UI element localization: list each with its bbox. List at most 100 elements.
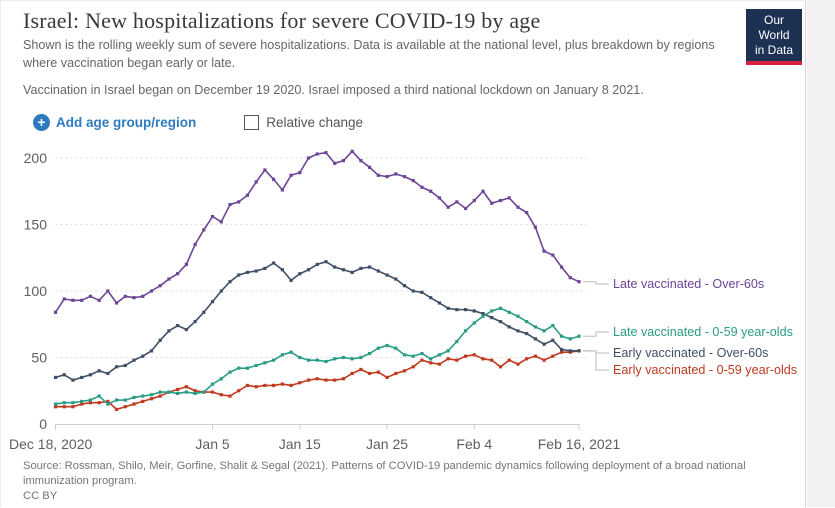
data-point <box>306 268 311 272</box>
data-point <box>429 357 433 361</box>
license-text: CC BY <box>23 490 58 502</box>
data-point <box>62 297 66 301</box>
data-point <box>106 402 110 406</box>
data-point <box>525 357 529 361</box>
data-point <box>446 205 450 209</box>
data-point <box>368 265 372 269</box>
data-point <box>289 350 293 354</box>
data-point <box>228 394 232 398</box>
data-point <box>559 350 564 354</box>
y-gridlines: 0 50 100 150 200 <box>24 150 587 432</box>
data-point <box>298 381 302 385</box>
data-point <box>202 310 206 314</box>
data-point <box>577 334 581 338</box>
data-point <box>315 262 319 266</box>
series-line-2[interactable] <box>53 260 581 382</box>
data-point <box>341 159 346 163</box>
data-point <box>368 165 372 169</box>
data-point <box>254 269 258 273</box>
data-point <box>272 358 276 362</box>
data-point <box>88 398 92 402</box>
data-point <box>368 351 372 356</box>
plus-icon: + <box>33 113 50 131</box>
data-point <box>533 325 537 329</box>
data-point <box>463 354 468 358</box>
y-tick-label: 200 <box>24 150 48 166</box>
data-point <box>446 357 450 361</box>
data-point <box>411 289 415 293</box>
data-point <box>132 358 136 362</box>
data-point <box>193 389 197 393</box>
data-point <box>80 399 84 403</box>
x-tick-label: Jan 5 <box>195 436 229 452</box>
data-point <box>568 349 572 353</box>
data-point <box>463 329 468 333</box>
data-point <box>141 294 145 298</box>
data-point <box>62 373 66 377</box>
data-point <box>202 228 206 232</box>
data-point <box>333 265 337 269</box>
relative-change-checkbox[interactable] <box>244 114 260 130</box>
data-point <box>210 214 215 219</box>
data-point <box>184 385 188 389</box>
data-point <box>507 196 511 200</box>
series-line-3[interactable] <box>53 349 581 411</box>
line-chart[interactable]: 0 50 100 150 200 Dec 18, 2020 Jan 5 Jan 15 Jan 2… <box>1 1 807 508</box>
legend-early-vaccinated-0-59[interactable]: Early vaccinated - 0-59 year-olds <box>613 363 798 377</box>
data-point <box>542 249 546 253</box>
data-point <box>245 193 250 197</box>
data-point <box>559 334 564 338</box>
data-point <box>542 342 546 346</box>
data-point <box>429 189 433 193</box>
data-point <box>533 354 537 358</box>
data-point <box>254 363 258 368</box>
data-point <box>158 338 162 342</box>
owid-logo[interactable]: Our World in Data <box>746 9 802 65</box>
data-point <box>149 397 154 401</box>
relative-change-toggle[interactable]: Relative change <box>244 114 363 130</box>
data-point <box>132 395 136 399</box>
add-age-group-button[interactable]: + Add age group/region <box>33 113 196 131</box>
y-tick-label: 150 <box>24 217 48 233</box>
data-point <box>280 353 284 357</box>
data-point <box>228 202 232 207</box>
data-point <box>385 343 389 348</box>
data-point <box>306 378 311 382</box>
legend-early-vaccinated-over-60s[interactable]: Early vaccinated - Over-60s <box>613 346 769 360</box>
data-point <box>525 319 529 324</box>
data-point <box>210 300 215 304</box>
data-point <box>394 371 398 376</box>
data-point <box>463 308 468 312</box>
data-point <box>359 355 363 360</box>
legend-late-vaccinated-0-59[interactable]: Late vaccinated - 0-59 year-olds <box>613 325 793 339</box>
data-point <box>533 225 537 229</box>
data-point <box>97 394 101 398</box>
series-line-0[interactable] <box>53 149 581 314</box>
x-tick-label: Feb 4 <box>456 436 492 452</box>
series-line-1[interactable] <box>53 306 581 406</box>
legend-late-vaccinated-over-60s[interactable]: Late vaccinated - Over-60s <box>613 277 765 291</box>
data-point <box>141 399 145 403</box>
data-point <box>490 358 494 362</box>
data-point <box>289 383 293 388</box>
data-point <box>106 399 110 403</box>
page-title: Israel: New hospitalizations for severe … <box>23 8 541 33</box>
data-point <box>158 390 162 394</box>
data-point <box>507 310 511 314</box>
data-point <box>62 401 66 405</box>
data-point <box>341 377 346 381</box>
x-tick-label: Jan 15 <box>279 436 321 452</box>
data-point <box>333 378 337 382</box>
data-point <box>254 180 258 184</box>
data-point <box>472 353 476 357</box>
data-point <box>71 378 75 382</box>
data-point <box>106 371 110 376</box>
data-point <box>149 289 154 293</box>
data-point <box>88 373 92 377</box>
data-point <box>263 168 267 172</box>
x-tick-label: Jan 25 <box>366 436 408 452</box>
data-point <box>394 346 398 350</box>
data-point <box>359 159 363 163</box>
data-point <box>385 175 389 179</box>
x-tick-label: Feb 16, 2021 <box>538 436 621 452</box>
